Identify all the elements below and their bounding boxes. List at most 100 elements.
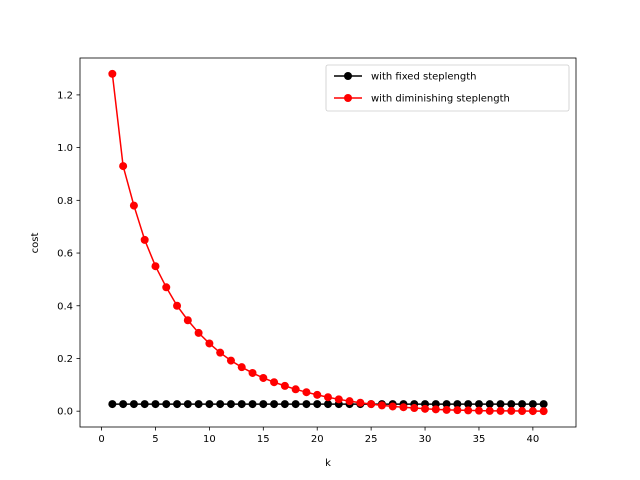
data-point — [216, 400, 225, 409]
data-point — [270, 378, 279, 387]
data-point — [216, 348, 225, 357]
data-point — [410, 404, 419, 413]
data-point — [237, 400, 246, 409]
data-point — [248, 400, 257, 409]
data-point — [194, 328, 203, 337]
data-point — [205, 400, 214, 409]
data-point — [108, 400, 117, 409]
y-tick-label: 1.2 — [57, 90, 73, 101]
data-point — [388, 402, 397, 411]
data-point — [334, 395, 343, 404]
data-point — [302, 388, 311, 397]
data-point — [205, 339, 214, 348]
data-point — [173, 301, 182, 310]
data-point — [518, 400, 527, 409]
data-point — [183, 400, 192, 409]
data-point — [324, 400, 332, 409]
x-axis-label: k — [325, 458, 331, 469]
data-point — [431, 405, 440, 414]
data-point — [313, 390, 322, 399]
x-tick-label: 15 — [257, 434, 270, 445]
legend-swatch-marker — [344, 94, 352, 102]
x-tick-label: 5 — [152, 434, 158, 445]
series-layer — [108, 69, 548, 416]
legend-swatch-marker — [344, 72, 352, 80]
data-point — [151, 262, 160, 271]
axes-layer: 0 5 10 15 20 25 30 35 40 0.0 0.2 0.4 0.6 0.8 1.0 1.2 — [57, 57, 577, 445]
data-point — [259, 373, 268, 382]
data-point — [119, 400, 128, 409]
data-point — [421, 404, 430, 413]
x-tick-label: 10 — [203, 434, 216, 445]
data-point — [248, 368, 257, 377]
data-point — [108, 69, 117, 78]
data-point — [528, 407, 537, 416]
data-point — [129, 201, 138, 210]
legend-label: with diminishing steplength — [371, 94, 510, 105]
data-point — [539, 407, 548, 416]
data-point — [539, 400, 548, 409]
data-point — [259, 400, 268, 409]
data-point — [442, 405, 451, 414]
data-point — [474, 406, 483, 415]
y-tick-label: 0.0 — [57, 407, 73, 418]
data-point — [518, 407, 527, 416]
data-point — [496, 400, 505, 409]
data-point — [485, 400, 494, 409]
axes-frame — [79, 57, 577, 428]
data-point — [528, 400, 537, 409]
y-axis-label: cost — [30, 233, 41, 254]
data-point — [464, 400, 473, 409]
x-tick-label: 0 — [98, 434, 104, 445]
legend-label: with fixed steplength — [371, 72, 477, 83]
data-point — [345, 397, 354, 406]
data-point — [270, 400, 279, 409]
data-point — [173, 400, 182, 409]
x-tick-label: 40 — [527, 434, 540, 445]
y-tick-label: 1.0 — [57, 143, 73, 154]
data-point — [485, 406, 494, 415]
data-point — [140, 400, 149, 409]
legend: with fixed steplength with diminishing st… — [325, 64, 570, 112]
data-point — [119, 162, 128, 171]
data-point — [280, 381, 289, 390]
y-tick-label: 0.8 — [57, 196, 73, 207]
series-1 — [108, 69, 548, 416]
data-point — [324, 393, 332, 402]
data-point — [453, 400, 462, 409]
data-point — [367, 400, 376, 409]
data-point — [280, 400, 289, 409]
data-point — [162, 400, 171, 409]
x-tick-label: 30 — [419, 434, 432, 445]
data-point — [464, 406, 473, 415]
y-tick-label: 0.2 — [57, 354, 73, 365]
series-0 — [108, 400, 548, 409]
data-point — [291, 385, 300, 394]
data-point — [129, 400, 138, 409]
data-point — [183, 316, 192, 325]
data-point — [237, 363, 246, 372]
data-point — [194, 400, 203, 409]
data-point — [507, 406, 516, 415]
data-point — [291, 400, 300, 409]
data-point — [399, 403, 408, 412]
data-point — [377, 401, 386, 410]
data-point — [496, 406, 505, 415]
data-point — [313, 400, 322, 409]
legend-box — [325, 64, 570, 112]
data-point — [507, 400, 516, 409]
data-point — [474, 400, 483, 409]
data-point — [453, 406, 462, 415]
y-tick-label: 0.4 — [57, 301, 73, 312]
y-tick-label: 0.6 — [57, 249, 73, 260]
x-tick-label: 25 — [365, 434, 378, 445]
data-point — [302, 400, 311, 409]
x-tick-label: 35 — [473, 434, 486, 445]
data-point — [226, 400, 235, 409]
data-point — [226, 356, 235, 365]
data-point — [442, 400, 451, 409]
x-tick-label: 20 — [311, 434, 324, 445]
data-point — [151, 400, 160, 409]
data-point — [162, 283, 171, 292]
